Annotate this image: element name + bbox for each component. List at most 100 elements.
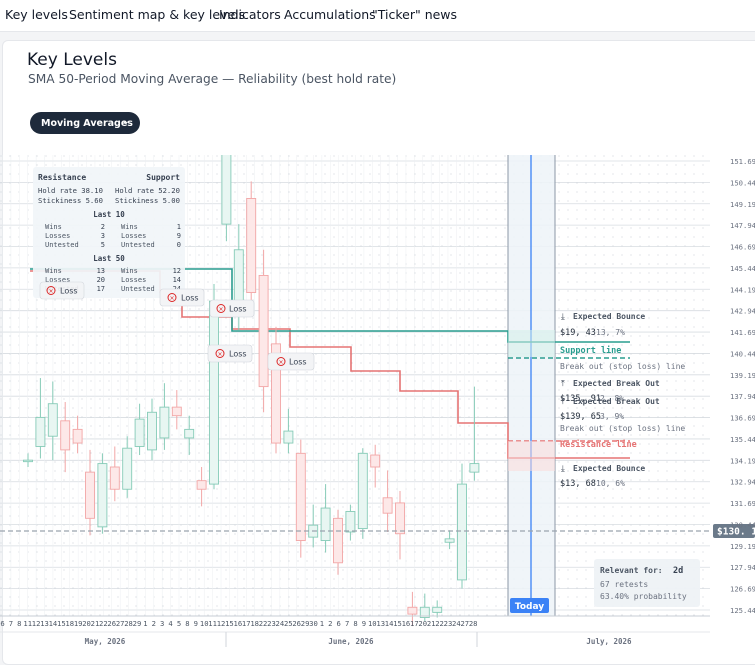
x-tick-label: 7 <box>345 619 349 628</box>
x-tick-label: 14 <box>385 619 394 628</box>
dropdown-label: Moving Averages <box>41 117 133 129</box>
chevron-down-icon: ⌄ <box>121 116 130 127</box>
expected-breakout-pct: 2, 8% <box>600 394 624 403</box>
x-tick-label: 1 <box>320 619 324 628</box>
x-tick-label: 23 <box>444 619 453 628</box>
candle-body <box>357 452 368 530</box>
x-tick-label: 14 <box>49 619 58 628</box>
relevant-retests: 67 retests <box>600 580 648 589</box>
month-label: July, 2026 <box>586 637 632 646</box>
stats-value: 0 <box>177 241 181 249</box>
y-tick-label: 142.94 <box>730 307 755 316</box>
today-badge <box>510 598 549 613</box>
x-tick-label: 1 <box>143 619 147 628</box>
tab-key-levels[interactable]: Key levels <box>5 7 68 22</box>
down-arrow-icon: ⤓ <box>561 464 565 474</box>
x-tick-label: 17 <box>410 619 419 628</box>
tab-indicators[interactable]: Indicators <box>219 7 281 22</box>
x-tick-label: 17 <box>242 619 251 628</box>
tab-sentiment-map[interactable]: Sentiment map & key levels <box>69 7 246 22</box>
loss-label: Loss <box>60 287 78 296</box>
x-tick-label: 8 <box>353 619 357 628</box>
tab-accumulations[interactable]: Accumulations <box>284 7 376 22</box>
page-subtitle: SMA 50-Period Moving Average — Reliabili… <box>28 72 397 86</box>
loss-marker[interactable]: × Loss <box>267 352 315 371</box>
x-tick-label: 15 <box>225 619 234 628</box>
y-axis: 151.69 150.44 149.19 147.94 146.69 145.44 144.… <box>730 157 755 615</box>
y-tick-label: 136.69 <box>730 414 755 423</box>
x-tick-label: 27 <box>116 619 125 628</box>
candle-body <box>246 198 257 293</box>
loss-icon-x: × <box>169 295 174 302</box>
candle-body <box>320 507 331 542</box>
x-tick-label: 4 <box>168 619 172 628</box>
candle-body <box>147 411 157 451</box>
key-levels-chart: $130. 16 151.69150.44149.19147.94146.691… <box>0 155 755 647</box>
expected-bounce-value: $19, 43 <box>560 328 596 338</box>
candle-body <box>432 606 443 613</box>
x-tick-label: 16 <box>234 619 243 628</box>
loss-icon <box>215 349 225 358</box>
y-tick-label: 149.19 <box>730 200 755 209</box>
expected-breakout-value: $139, 65 <box>560 412 601 422</box>
stats-row-label: Wins <box>121 223 138 231</box>
page-title: Key Levels <box>27 50 117 70</box>
loss-label: Loss <box>181 294 199 303</box>
resistance-zone <box>508 441 555 471</box>
loss-icon <box>167 293 177 302</box>
loss-icon <box>46 286 56 295</box>
candle-body <box>333 517 343 564</box>
x-tick-label: 13 <box>40 619 49 628</box>
stats-value: 12 <box>173 267 181 275</box>
x-tick-label: 21 <box>427 619 436 628</box>
y-tick-label: 129.19 <box>730 542 755 551</box>
candle-body <box>109 466 120 490</box>
tab-ticker-news[interactable]: "Ticker" news <box>372 7 458 22</box>
loss-icon-x: × <box>217 351 222 358</box>
stats-value: 20 <box>97 276 105 284</box>
expected-bounce-label: Expected Bounce <box>573 464 645 473</box>
x-tick-label: 18 <box>65 619 74 628</box>
y-tick-label: 137.94 <box>730 392 755 401</box>
x-tick-label: 16 <box>402 619 411 628</box>
stats-row-label: Untested <box>45 241 79 249</box>
loss-icon-x: × <box>48 288 53 295</box>
x-tick-label: 22 <box>99 619 108 628</box>
moving-averages-dropdown[interactable]: Moving Averages ⌄ <box>30 112 140 134</box>
stats-last50-header: Last 50 <box>93 254 125 263</box>
x-tick-label: 18 <box>250 619 259 628</box>
relevant-period: 2d <box>673 566 683 576</box>
x-tick-label: 22 <box>259 619 268 628</box>
expected-bounce-pct: 10, 6% <box>596 479 625 488</box>
stats-support-hold: Hold rate 52.20 <box>115 186 180 195</box>
candle-body <box>85 471 95 519</box>
loss-marker[interactable]: × Loss <box>159 288 205 307</box>
loss-marker[interactable]: × Loss <box>209 299 255 318</box>
expected-breakout-label: Expected Break Out <box>573 397 660 406</box>
x-tick-label: 5 <box>177 619 181 628</box>
y-tick-label: 139.19 <box>730 371 755 380</box>
candle-body <box>60 420 71 451</box>
loss-label: Loss <box>229 350 247 359</box>
loss-icon <box>216 304 226 313</box>
loss-label: Loss <box>289 358 307 367</box>
candle-body <box>159 406 170 439</box>
expected-breakout-label: Expected Break Out <box>573 379 660 388</box>
y-tick-label: 144.19 <box>730 285 755 294</box>
x-tick-label: 11 <box>23 619 32 628</box>
stats-value: 17 <box>97 285 105 293</box>
x-tick-label: 11 <box>208 619 217 628</box>
y-tick-label: 125.44 <box>730 606 755 615</box>
top-nav: Key levels Sentiment map & key levels In… <box>0 0 755 32</box>
month-label: June, 2026 <box>328 637 374 646</box>
x-tick-label: 19 <box>74 619 83 628</box>
stats-row-label: Losses <box>121 276 146 284</box>
x-tick-label: 2 <box>328 619 332 628</box>
candle-body <box>184 428 195 439</box>
breakout-stop-label: Break out (stop loss) line <box>560 424 685 433</box>
loss-icon-x: × <box>278 359 283 366</box>
loss-marker[interactable]: × Loss <box>39 281 85 300</box>
stats-value: 3 <box>101 232 105 240</box>
loss-marker[interactable]: × Loss <box>207 344 253 363</box>
x-tick-label: 8 <box>185 619 189 628</box>
